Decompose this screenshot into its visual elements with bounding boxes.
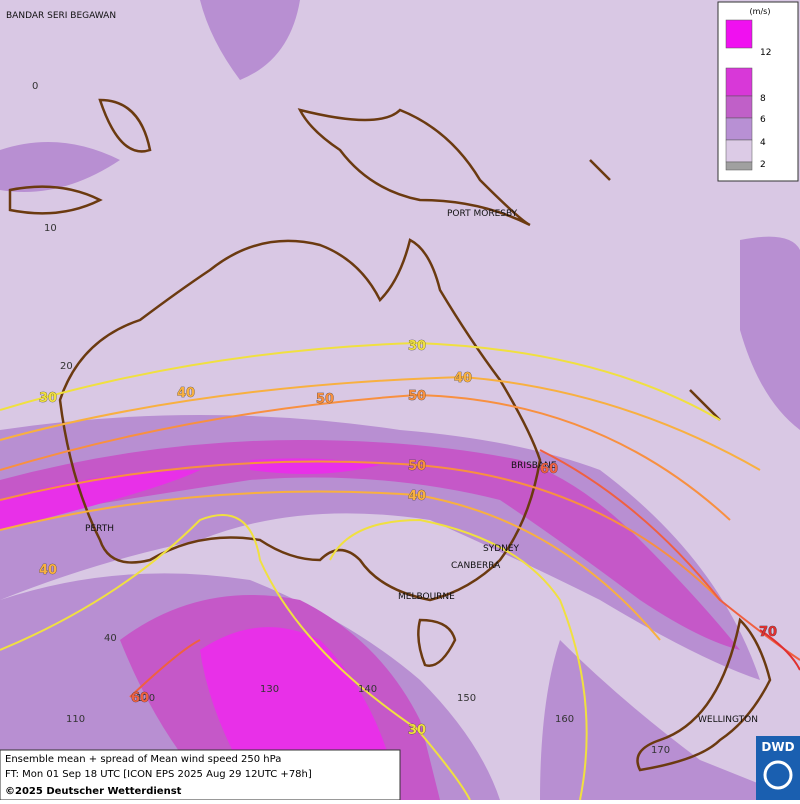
place-label: BANDAR SERI BEGAWAN — [6, 11, 116, 21]
contour-label: 40 — [177, 386, 195, 401]
contour-label: 40 — [39, 563, 57, 578]
legend-swatch — [725, 67, 753, 97]
latitude-label: 40 — [104, 633, 117, 644]
contour-label: 50 — [408, 389, 426, 404]
contours — [0, 341, 800, 801]
place-label: CANBERRA — [451, 561, 501, 571]
place-label: MELBOURNE — [398, 592, 455, 602]
longitude-label: 170 — [651, 745, 670, 756]
legend-swatch — [725, 139, 753, 163]
legend: 12 8 6 4 2 — [725, 19, 771, 171]
legend-swatch — [725, 161, 753, 171]
place-label: PORT MORESBY — [447, 209, 518, 219]
footer-line: FT: Mon 01 Sep 18 UTC [ICON EPS 2025 Aug… — [5, 769, 312, 780]
logo: DWD — [761, 740, 794, 754]
footer-line: ©2025 Deutscher Wetterdienst — [5, 786, 182, 797]
place-label: WELLINGTON — [698, 715, 758, 725]
contour-label: 30 — [408, 339, 426, 354]
legend-label: 4 — [760, 138, 766, 148]
footer-box — [0, 749, 401, 801]
contour-label: 40 — [454, 371, 472, 386]
coastline — [8, 98, 772, 772]
legend-unit: (m/s) — [750, 7, 771, 16]
latitude-label: 20 — [60, 361, 73, 372]
legend-label: 12 — [760, 48, 771, 58]
spread-high — [0, 440, 740, 800]
legend-label: 8 — [760, 94, 766, 104]
contour-label: 50 — [408, 459, 426, 474]
contour-label: 60 — [540, 462, 558, 477]
contour-label: 50 — [316, 392, 334, 407]
legend-swatch — [725, 117, 753, 141]
contour-label: 30 — [39, 391, 57, 406]
longitude-label: 120 — [136, 693, 155, 704]
place-label: SYDNEY — [483, 544, 520, 554]
longitude-label: 160 — [555, 714, 574, 725]
legend-label: 2 — [760, 160, 766, 170]
longitude-label: 130 — [260, 684, 279, 695]
longitude-label: 140 — [358, 684, 377, 695]
logo-icon — [763, 760, 793, 790]
latitude-label: 0 — [32, 81, 38, 92]
contour-label: 70 — [759, 625, 777, 640]
longitude-label: 110 — [66, 714, 85, 725]
labels: BANDAR SERI BEGAWAN PORT MORESBY BRISBANE P… — [6, 11, 777, 756]
longitude-label: 150 — [457, 693, 476, 704]
place-label: PERTH — [85, 524, 114, 534]
contour-label: 60 — [131, 691, 149, 706]
contour-label: 30 — [408, 723, 426, 738]
legend-swatch — [725, 95, 753, 119]
latitude-label: 10 — [44, 223, 57, 234]
place-label: BRISBANE — [511, 461, 557, 471]
spread-max — [0, 458, 400, 800]
contour-label: 40 — [408, 489, 426, 504]
legend-label: 6 — [760, 115, 766, 125]
footer-line: Ensemble mean + spread of Mean wind spee… — [5, 754, 281, 765]
legend-swatch — [725, 19, 753, 49]
